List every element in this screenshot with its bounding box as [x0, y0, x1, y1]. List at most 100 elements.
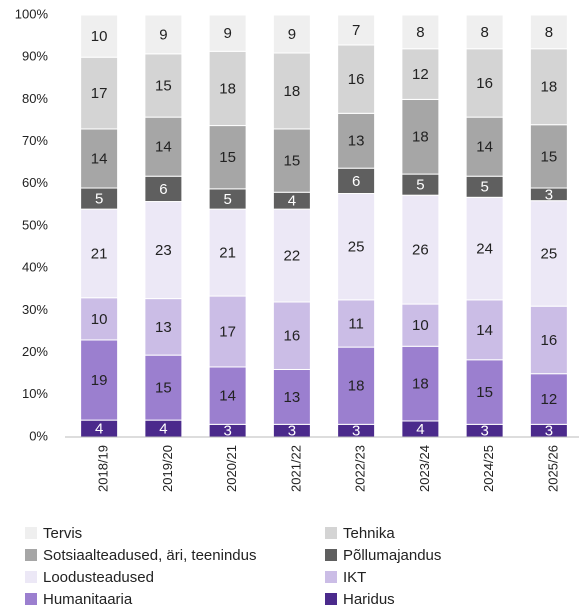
data-label: 24 [476, 241, 493, 258]
legend-swatch [325, 549, 337, 561]
data-label: 18 [348, 378, 365, 395]
data-label: 10 [91, 311, 108, 328]
legend-swatch [325, 593, 337, 605]
data-label: 14 [91, 150, 108, 167]
x-tick-label: 2021/22 [288, 445, 303, 492]
bar-segment [80, 56, 119, 130]
x-tick: 2023/24 [417, 445, 432, 492]
data-label: 17 [91, 85, 108, 102]
legend-label: Humanitaaria [43, 591, 133, 607]
data-label: 15 [155, 380, 172, 397]
bar-segment [529, 373, 568, 425]
y-tick-label: 100% [15, 6, 49, 21]
bar-segment [529, 48, 568, 126]
y-tick-label: 60% [22, 175, 48, 190]
data-label: 18 [541, 79, 558, 96]
data-label: 15 [541, 148, 558, 165]
legend-label: Põllumajandus [343, 547, 441, 564]
bar-segment [144, 14, 183, 55]
x-tick-label: 2020/21 [224, 445, 239, 492]
bar-segment [80, 339, 119, 421]
data-label: 10 [412, 317, 429, 334]
y-tick-label: 30% [22, 302, 48, 317]
legend-label: Loodusteadused [43, 569, 154, 586]
legend-swatch [25, 593, 37, 605]
data-label: 23 [155, 242, 172, 259]
data-label: 25 [541, 245, 558, 262]
data-label: 5 [223, 191, 231, 208]
bar-segment [144, 175, 183, 203]
data-label: 6 [352, 173, 360, 190]
data-label: 9 [288, 26, 296, 43]
bar-segment [529, 200, 568, 307]
bar-segment [401, 345, 440, 422]
bar-segment [80, 208, 119, 299]
data-label: 8 [480, 24, 488, 41]
data-label: 4 [288, 193, 296, 210]
bar-segment [465, 359, 504, 425]
x-tick-label: 2022/23 [353, 445, 368, 492]
y-tick-label: 10% [22, 386, 48, 401]
y-tick-label: 80% [22, 91, 48, 106]
data-label: 16 [476, 75, 493, 92]
data-label: 16 [348, 71, 365, 88]
legend-label: Tehnika [343, 525, 395, 542]
bar-segment [80, 14, 119, 58]
bar-segment [401, 14, 440, 50]
data-label: 9 [159, 26, 167, 43]
bar-segment [337, 44, 376, 114]
data-label: 4 [416, 421, 424, 438]
data-label: 16 [284, 328, 301, 345]
data-label: 15 [155, 77, 172, 94]
bar-segment [337, 14, 376, 46]
x-tick: 2018/19 [96, 445, 111, 492]
data-label: 4 [95, 421, 103, 438]
bar-segment [272, 301, 311, 370]
bar-segment [401, 303, 440, 347]
bar-segment [144, 201, 183, 300]
bar-segment [529, 305, 568, 375]
x-tick: 2019/20 [160, 445, 175, 492]
data-label: 3 [352, 423, 360, 440]
data-label: 4 [159, 421, 167, 438]
data-label: 14 [155, 139, 172, 156]
data-label: 14 [219, 388, 236, 405]
data-label: 3 [480, 423, 488, 440]
legend-swatch [25, 549, 37, 561]
data-label: 18 [412, 129, 429, 146]
data-label: 18 [219, 80, 236, 97]
data-label: 16 [541, 332, 558, 349]
x-tick: 2022/23 [353, 445, 368, 492]
data-label: 5 [480, 179, 488, 196]
legend-swatch [25, 571, 37, 583]
bar-segment [465, 48, 504, 118]
legend-label: Tervis [43, 525, 82, 542]
bar-segment [337, 299, 376, 348]
bar-segment [465, 14, 504, 50]
bar-segment [144, 298, 183, 356]
y-tick-label: 40% [22, 260, 48, 275]
data-label: 11 [348, 315, 364, 332]
data-label: 17 [219, 323, 236, 340]
data-label: 8 [545, 24, 553, 41]
bar-segment [529, 14, 568, 50]
bar-segment [272, 128, 311, 193]
data-label: 22 [284, 248, 301, 265]
data-label: 13 [155, 319, 172, 336]
bar-segment [208, 14, 247, 52]
bar-segment [208, 125, 247, 190]
data-label: 6 [159, 181, 167, 198]
y-tick-label: 70% [22, 133, 48, 148]
data-label: 3 [545, 423, 553, 440]
x-tick-label: 2025/26 [545, 445, 560, 492]
data-label: 3 [288, 423, 296, 440]
bar-segment [337, 346, 376, 425]
bar-segment [272, 14, 311, 54]
x-tick-label: 2019/20 [160, 445, 175, 492]
bar-segment [465, 196, 504, 301]
data-label: 5 [95, 191, 103, 208]
x-tick: 2021/22 [288, 445, 303, 492]
data-label: 12 [412, 66, 429, 83]
y-tick-label: 20% [22, 344, 48, 359]
data-label: 14 [476, 322, 493, 339]
